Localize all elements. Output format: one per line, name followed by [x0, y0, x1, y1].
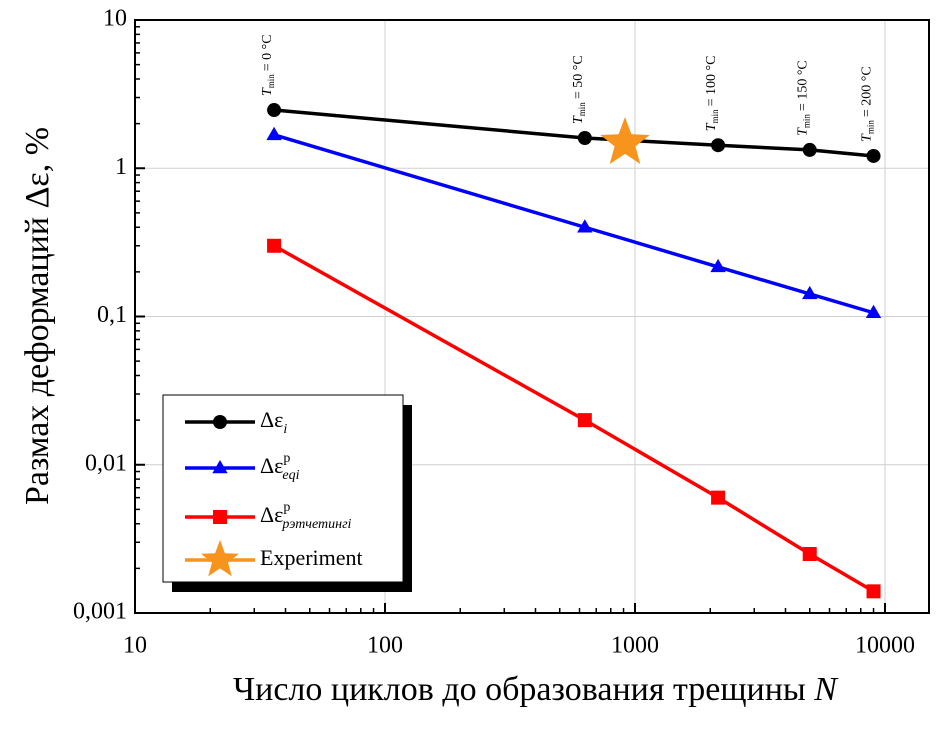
marker — [711, 490, 726, 505]
annotation-var: T — [260, 87, 275, 96]
annotation-sub: min — [577, 102, 587, 117]
annotation-sub: min — [266, 74, 276, 89]
marker — [802, 547, 817, 562]
annotation-sub: min — [866, 120, 876, 135]
annotation-text: = 150 °C — [796, 60, 811, 111]
legend-marker — [213, 415, 227, 429]
y-tick-label: 0,001 — [73, 599, 127, 625]
marker — [267, 103, 282, 118]
marker — [710, 258, 726, 273]
legend-sub: рэтчетингi — [281, 517, 351, 532]
y-tick-label: 0,1 — [97, 302, 127, 328]
legend-name: Δε — [260, 502, 283, 527]
legend-label: Δεp eqi — [260, 451, 300, 483]
y-tick-label: 0,01 — [85, 450, 127, 476]
marker — [802, 285, 818, 300]
annotation-text: = 200 °C — [860, 66, 875, 117]
annotation-var: T — [796, 127, 811, 136]
legend-name: Δε — [260, 453, 283, 478]
annotation-text: = 100 °C — [704, 56, 719, 107]
legend-name: Δε — [260, 407, 283, 432]
legend-sub: eqi — [282, 468, 299, 483]
annotation: Tmin = 100 °C — [704, 56, 720, 132]
legend-marker — [212, 459, 228, 474]
marker — [802, 142, 817, 157]
marker — [711, 138, 726, 153]
legend-label: Δεp рэтчетингi — [260, 500, 352, 532]
x-tick-label: 10000 — [855, 633, 915, 659]
annotation-sub: min — [802, 114, 812, 129]
series-line — [273, 133, 875, 315]
y-axis-label: Размах деформаций Δε, % — [19, 127, 56, 505]
legend-sup: p — [283, 500, 290, 515]
annotation-sub: min — [710, 109, 720, 124]
marker — [866, 584, 881, 599]
legend-marker — [213, 510, 227, 524]
marker — [866, 148, 881, 163]
x-tick-label: 10 — [123, 633, 147, 659]
annotation: Tmin = 150 °C — [796, 60, 812, 136]
annotation-var: T — [704, 122, 719, 131]
plot-frame — [134, 19, 930, 614]
legend-sub: i — [283, 422, 287, 437]
annotation: Tmin = 0 °C — [260, 34, 276, 96]
x-axis-label: Число циклов до образования трещины N — [233, 671, 839, 708]
annotation-var: T — [860, 133, 875, 142]
legend-name: Experiment — [260, 545, 363, 570]
annotation-var: T — [571, 115, 586, 124]
marker — [577, 413, 592, 428]
y-tick-label: 10 — [103, 6, 127, 32]
legend-sup: p — [283, 451, 290, 466]
marker — [267, 238, 282, 253]
annotation: Tmin = 50 °C — [571, 55, 587, 124]
x-tick-label: 1000 — [611, 633, 659, 659]
legend-marker — [201, 540, 239, 577]
annotation-text: = 0 °C — [260, 34, 275, 71]
marker — [865, 304, 882, 318]
y-tick-label: 1 — [115, 154, 127, 180]
marker — [266, 126, 282, 141]
marker — [600, 117, 650, 164]
legend-label: Experiment — [260, 545, 363, 570]
marker — [577, 219, 593, 233]
annotation: Tmin = 200 °C — [860, 66, 876, 142]
annotation-text: = 50 °C — [571, 55, 586, 99]
legend-box — [162, 394, 404, 583]
x-tick-label: 100 — [367, 633, 403, 659]
legend-label: Δεi — [260, 407, 287, 437]
marker — [577, 130, 592, 145]
